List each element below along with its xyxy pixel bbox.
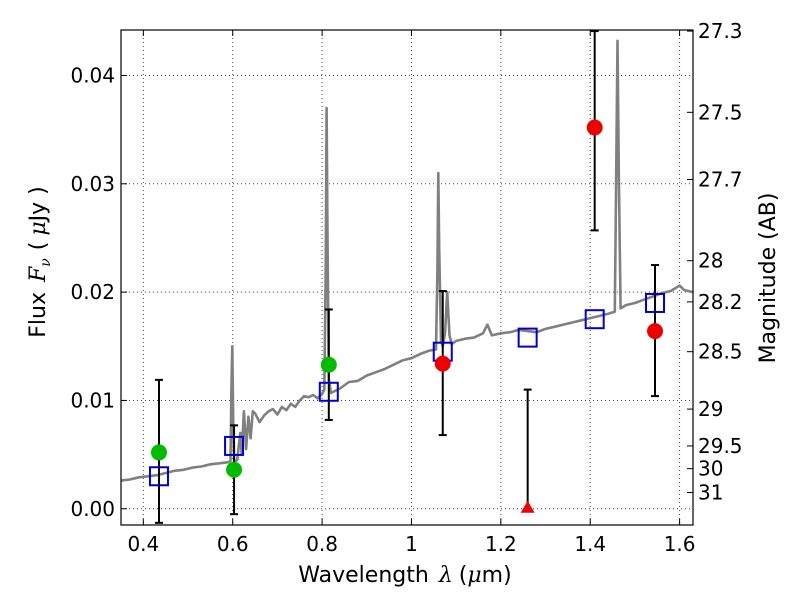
observed-flux-point bbox=[434, 355, 451, 372]
y-axis-symbol-sub: ν bbox=[38, 258, 54, 267]
y2-tick-label: 28.2 bbox=[698, 290, 743, 314]
y2-tick-label: 27.5 bbox=[698, 100, 743, 124]
y-tick-label: 0.03 bbox=[70, 172, 115, 196]
y-axis-unit-prefix: ( bbox=[26, 242, 51, 251]
model-flux-square bbox=[148, 466, 169, 487]
observed-flux-point bbox=[647, 323, 664, 340]
x-axis-unit: μ bbox=[467, 563, 481, 588]
y2-tick-label: 31 bbox=[698, 481, 723, 505]
x-axis-unit-prefix: ( bbox=[459, 563, 468, 588]
y2-axis-title: Magnitude (AB) bbox=[756, 193, 781, 364]
y2-tick-label: 27.3 bbox=[698, 19, 743, 43]
model-flux-square bbox=[645, 292, 666, 313]
y-axis-title-text: Flux bbox=[26, 292, 51, 338]
observed-flux-point bbox=[320, 356, 337, 373]
x-tick-label: 0.8 bbox=[306, 532, 338, 556]
y-tick-label: 0.01 bbox=[70, 388, 115, 412]
x-tick-label: 0.6 bbox=[217, 532, 249, 556]
x-axis-title: Wavelength λ (μm) bbox=[298, 563, 511, 588]
x-tick-label: 1.6 bbox=[664, 532, 696, 556]
y-tick-label: 0.04 bbox=[70, 63, 115, 87]
sed-model-layer bbox=[120, 39, 694, 482]
x-tick-label: 0.4 bbox=[127, 532, 159, 556]
y2-tick-label: 28.5 bbox=[698, 340, 743, 364]
y-axis-unit: μ bbox=[26, 221, 51, 235]
y-tick-label: 0.02 bbox=[70, 280, 115, 304]
y2-tick-label: 29 bbox=[698, 397, 723, 421]
x-tick-label: 1.2 bbox=[485, 532, 517, 556]
sed-model-line bbox=[120, 39, 694, 482]
markers bbox=[148, 119, 666, 513]
x-tick-label: 1.4 bbox=[574, 532, 606, 556]
x-axis-title-text: Wavelength bbox=[298, 563, 429, 588]
y2-tick-label: 28 bbox=[698, 249, 723, 273]
grid bbox=[121, 30, 693, 525]
model-flux-square bbox=[318, 381, 339, 402]
model-flux-square bbox=[517, 327, 538, 348]
y2-tick-label: 29.5 bbox=[698, 434, 743, 458]
y-tick-label: 0.00 bbox=[70, 497, 115, 521]
observed-flux-point bbox=[586, 119, 603, 136]
y-axis-symbol: F bbox=[26, 266, 51, 283]
x-axis-symbol: λ bbox=[438, 563, 453, 588]
y-axis-title: Flux Fν ( μJy ) bbox=[26, 186, 54, 338]
x-axis-unit-suffix: m) bbox=[482, 563, 512, 588]
y-axis-unit-suffix: Jy ) bbox=[26, 186, 51, 223]
y2-tick-label: 30 bbox=[698, 457, 723, 481]
upper-limit-triangle bbox=[520, 500, 535, 513]
y2-tick-label: 27.7 bbox=[698, 167, 743, 191]
model-flux-square bbox=[584, 309, 605, 330]
model-flux-square bbox=[224, 435, 245, 456]
observed-flux-point bbox=[226, 461, 243, 478]
x-tick-label: 1 bbox=[405, 532, 418, 556]
ticks: 0.4 0.6 0.8 1 1.2 1.4 1.6 0.00 0.01 0.02 0.03 0.04 2… bbox=[70, 19, 742, 556]
plot-frame bbox=[120, 29, 694, 526]
observed-flux-point bbox=[150, 444, 167, 461]
